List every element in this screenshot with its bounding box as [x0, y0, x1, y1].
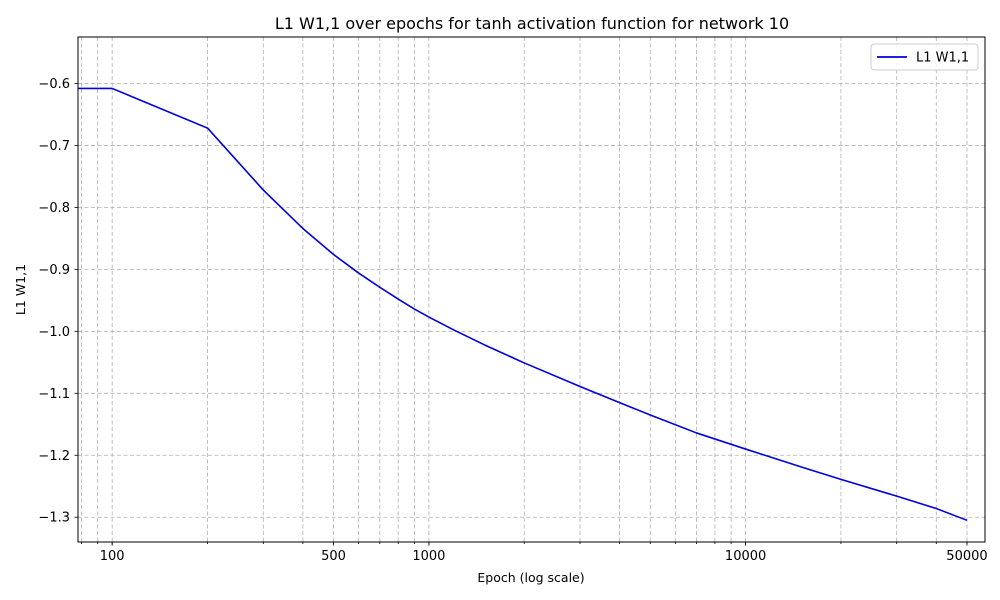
y-gridlines: [78, 83, 985, 518]
y-tick-label: −0.9: [38, 263, 70, 278]
series-line: [78, 87, 968, 522]
y-tick-label: −0.8: [38, 201, 70, 216]
y-tick-label: −0.7: [38, 139, 70, 154]
y-tick-label: −1.2: [38, 449, 70, 464]
y-axis-label: L1 W1,1: [13, 264, 28, 315]
x-tick-label: 1000: [412, 549, 445, 564]
x-axis-label: Epoch (log scale): [477, 570, 584, 585]
y-tick-label: −0.6: [38, 77, 70, 92]
y-tick-label: −1.0: [38, 325, 70, 340]
legend: L1 W1,1: [870, 43, 979, 71]
x-tick-label: 50000: [946, 549, 987, 564]
chart-title: L1 W1,1 over epochs for tanh activation …: [275, 14, 789, 33]
x-tick-label: 500: [321, 549, 346, 564]
x-tick-label: 10000: [725, 549, 766, 564]
y-tick-label: −1.3: [38, 511, 70, 526]
x-axis-ticks: 100 500 1000 10000 50000: [81, 542, 988, 564]
legend-label: L1 W1,1: [916, 51, 969, 66]
y-axis-ticks: −0.6 −0.7 −0.8 −0.9 −1.0 −1.1 −1.2 −1.3: [38, 77, 78, 526]
y-tick-label: −1.1: [38, 387, 70, 402]
plot-frame: [77, 36, 986, 543]
legend-box: [870, 43, 979, 71]
series-layer: [78, 87, 968, 522]
x-tick-label: 100: [100, 549, 125, 564]
